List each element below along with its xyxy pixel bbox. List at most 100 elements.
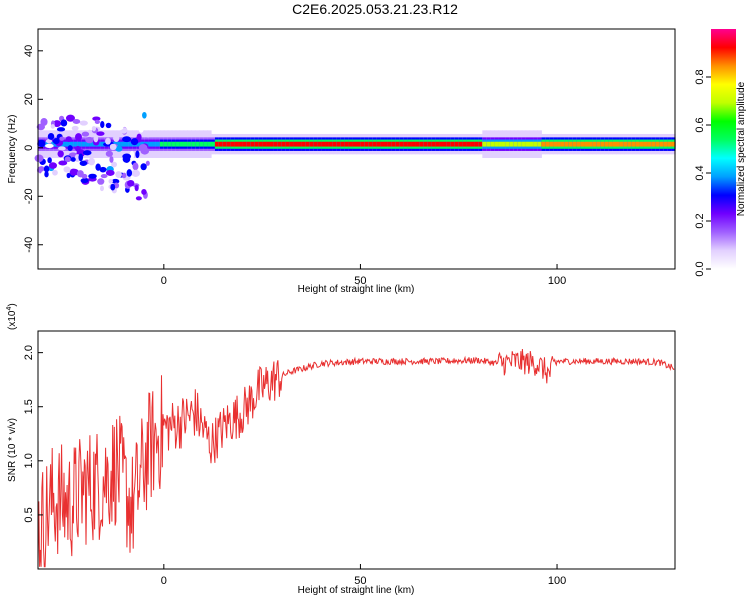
spectrogram-cell bbox=[604, 141, 609, 147]
spectrogram-cell bbox=[399, 141, 405, 147]
spectrogram-cell bbox=[203, 141, 208, 147]
spectrogram-noise-blob bbox=[135, 150, 140, 159]
spectrogram-cell bbox=[387, 141, 393, 147]
snr-x-tick-label: 100 bbox=[548, 575, 566, 587]
spectrogram-x-label: Height of straight line (km) bbox=[298, 284, 415, 295]
spectrogram-noise-blob bbox=[36, 123, 46, 131]
spectrogram-cell bbox=[651, 141, 656, 147]
spectrogram-cell bbox=[529, 141, 535, 147]
spectrogram-cell bbox=[85, 141, 90, 147]
spectrogram-cell bbox=[411, 141, 417, 147]
spectrogram-x-tick-label: 0 bbox=[161, 275, 167, 287]
spectrogram-noise-blob bbox=[44, 171, 49, 178]
spectrogram-cell bbox=[588, 141, 594, 147]
colorbar-tick-label: 0.0 bbox=[694, 261, 706, 276]
spectrogram-cell bbox=[191, 141, 196, 147]
spectrogram-cell bbox=[600, 141, 605, 147]
spectrogram-cell bbox=[470, 141, 476, 147]
snr-y-multiplier-exp: 4 bbox=[6, 307, 13, 311]
spectrogram-cell bbox=[96, 141, 102, 147]
spectrogram-noise-blob bbox=[127, 179, 135, 187]
spectrogram-cell bbox=[372, 141, 377, 147]
snr-panel: 0 50 100 0.5 1.0 1.5 2.0 Height of straight l… bbox=[6, 303, 676, 596]
spectrogram-cell bbox=[317, 141, 322, 147]
spectrogram-cell bbox=[61, 141, 67, 147]
spectrogram-noise-blob bbox=[57, 146, 66, 151]
spectrogram-cell bbox=[439, 141, 444, 147]
spectrogram-cell bbox=[572, 141, 578, 147]
spectrogram-x-ticks: 0 50 100 bbox=[161, 264, 566, 287]
spectrogram-cell bbox=[667, 141, 672, 147]
spectrogram-cell bbox=[65, 141, 71, 147]
spectrogram-cell bbox=[568, 141, 574, 147]
snr-y-tick-label: 1.0 bbox=[23, 453, 35, 468]
spectrogram-noise-blob bbox=[67, 145, 73, 152]
spectrogram-cell bbox=[269, 141, 275, 147]
spectrogram-noise-blob bbox=[109, 156, 114, 163]
spectrogram-noise-blob bbox=[113, 133, 118, 139]
spectrogram-cell bbox=[226, 141, 232, 147]
spectrogram-cell bbox=[663, 141, 668, 147]
spectrogram-cell bbox=[179, 141, 185, 147]
spectrogram-noise-blob bbox=[100, 120, 105, 129]
spectrogram-noise-blob bbox=[93, 185, 101, 190]
spectrogram-cell bbox=[474, 141, 479, 147]
spectrogram-cell bbox=[612, 141, 617, 147]
spectrogram-cell bbox=[659, 141, 664, 147]
spectrogram-cell bbox=[537, 141, 542, 147]
spectrogram-cell bbox=[423, 141, 428, 147]
spectrogram-cell bbox=[380, 141, 385, 147]
spectrogram-cell bbox=[494, 141, 499, 147]
spectrogram-noise-blob bbox=[136, 133, 142, 141]
spectrogram-cell bbox=[498, 141, 503, 147]
spectrogram-cell bbox=[384, 141, 389, 147]
spectrogram-noise-blob bbox=[93, 135, 99, 143]
spectrogram-cell bbox=[505, 141, 511, 147]
spectrogram-cell bbox=[250, 141, 255, 147]
spectrogram-frame bbox=[37, 28, 676, 270]
spectrogram-cell bbox=[513, 141, 519, 147]
spectrogram-noise-blob bbox=[52, 169, 58, 176]
spectrogram-cell bbox=[619, 141, 625, 147]
spectrogram-noise-blob bbox=[134, 184, 139, 192]
spectrogram-noise-blob bbox=[122, 136, 132, 143]
spectrogram-cell bbox=[443, 141, 448, 147]
spectrogram-cell bbox=[486, 141, 491, 147]
spectrogram-cell bbox=[395, 141, 401, 147]
spectrogram-noise-blob bbox=[91, 125, 97, 132]
spectrogram-noise-blob bbox=[135, 196, 142, 201]
spectrogram-cell bbox=[509, 141, 515, 147]
spectrogram-cell bbox=[564, 141, 570, 147]
spectrogram-cell bbox=[277, 141, 283, 147]
spectrogram-noise-blob bbox=[58, 160, 68, 166]
snr-y-tick-label: 2.0 bbox=[23, 345, 35, 360]
spectrogram-marks bbox=[34, 111, 676, 201]
spectrogram-noise-blob bbox=[88, 157, 96, 166]
spectrogram-cell bbox=[376, 141, 381, 147]
snr-y-tick-label: 0.5 bbox=[23, 507, 35, 522]
spectrogram-noise-blob bbox=[99, 166, 107, 173]
spectrogram-cell bbox=[89, 141, 94, 147]
spectrogram-cell bbox=[478, 141, 483, 147]
spectrogram-noise-blob bbox=[52, 137, 60, 145]
colorbar-tick-label: 0.2 bbox=[694, 213, 706, 228]
spectrogram-cell bbox=[340, 141, 346, 147]
spectrogram-cell bbox=[541, 141, 546, 147]
spectrogram-cell bbox=[458, 141, 464, 147]
spectrogram-noise-blob bbox=[126, 169, 133, 177]
spectrogram-cell bbox=[576, 141, 582, 147]
spectrogram-noise-blob bbox=[64, 156, 71, 163]
spectrogram-noise-blob bbox=[81, 116, 87, 122]
spectrogram-cell bbox=[631, 141, 637, 147]
spectrogram-cell bbox=[517, 141, 523, 147]
spectrogram-noise-blob bbox=[65, 136, 72, 142]
spectrogram-noise-blob bbox=[66, 172, 71, 179]
spectrogram-cell bbox=[501, 141, 507, 147]
spectrogram-noise-blob bbox=[65, 114, 75, 122]
spectrogram-noise-blob bbox=[138, 125, 144, 133]
spectrogram-noise-blob bbox=[70, 157, 76, 162]
spectrogram-cell bbox=[325, 141, 330, 147]
spectrogram-noise-blob bbox=[115, 145, 123, 152]
spectrogram-noise-blob bbox=[75, 133, 82, 141]
